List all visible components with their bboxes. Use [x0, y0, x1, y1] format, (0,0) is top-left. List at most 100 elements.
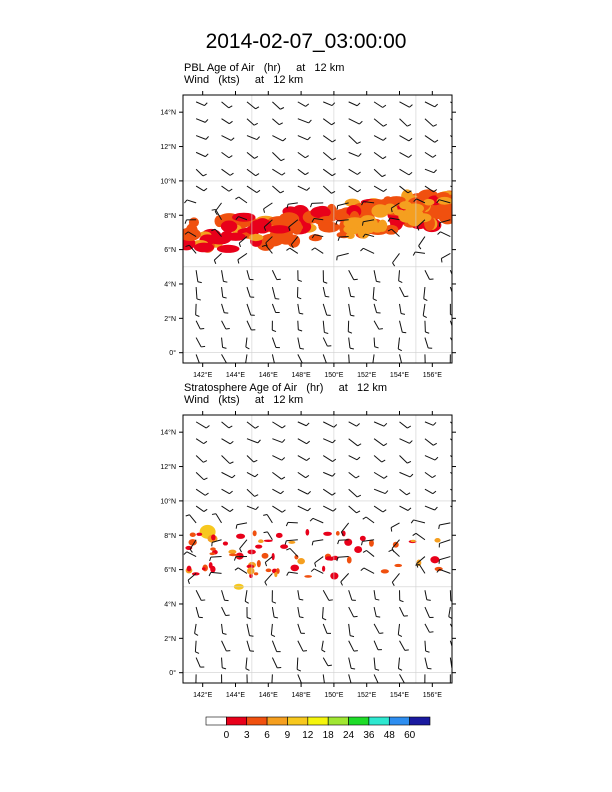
age-of-air-shading	[185, 524, 443, 590]
wind-barb	[348, 606, 358, 618]
wind-barb	[415, 563, 426, 574]
wind-barb	[438, 522, 451, 530]
shaded-cell	[290, 564, 300, 572]
wind-barb	[348, 303, 355, 317]
wind-barb	[195, 657, 205, 668]
wind-barb	[373, 151, 387, 160]
wind-barb	[360, 567, 375, 574]
wind-barb	[290, 236, 299, 249]
lat-tick-label: 14°N	[160, 429, 176, 437]
wind-barb	[314, 556, 324, 567]
shaded-cell	[330, 572, 339, 580]
shaded-cell	[304, 575, 312, 578]
wind-barb	[270, 623, 276, 638]
wind-barb	[424, 471, 436, 479]
wind-barb	[183, 551, 197, 558]
wind-barb	[321, 640, 326, 653]
wind-barb	[437, 231, 451, 238]
shaded-cell	[399, 201, 412, 210]
shaded-cell	[322, 565, 326, 572]
wind-barb	[397, 337, 403, 352]
wind-barb	[347, 320, 353, 334]
wind-barb	[221, 320, 230, 330]
wind-barb	[399, 606, 408, 617]
wind-barb	[263, 202, 273, 213]
wind-barb	[214, 202, 222, 216]
wind-barb	[297, 337, 305, 350]
wind-barb	[373, 303, 381, 314]
wind-barb	[246, 185, 261, 194]
shaded-cell	[371, 204, 389, 218]
wind-barb	[373, 623, 384, 634]
wind-barb	[373, 606, 381, 618]
lon-tick-label: 148°E	[292, 691, 311, 699]
wind-barb	[449, 623, 452, 629]
wind-barb	[361, 219, 375, 226]
wind-barb	[195, 472, 208, 481]
colorbar-label: 9	[285, 730, 291, 741]
wind-barb	[399, 303, 406, 315]
wind-barb	[272, 471, 286, 480]
wind-barb	[348, 471, 360, 479]
wind-barb	[390, 522, 400, 532]
wind-barb	[271, 270, 281, 281]
shaded-cell	[183, 227, 201, 241]
wind-barb	[424, 455, 439, 461]
wind-barb	[185, 244, 197, 254]
wind-barb	[424, 505, 438, 511]
colorbar-swatch	[287, 716, 309, 726]
wind-barb	[424, 135, 439, 143]
wind-barb	[399, 101, 413, 108]
wind-barb	[184, 219, 197, 224]
wind-barb	[297, 488, 311, 495]
shaded-cell	[209, 552, 216, 556]
wind-barb	[322, 135, 336, 143]
wind-barb	[322, 286, 330, 298]
wind-barb	[399, 185, 412, 194]
wind-barb	[449, 286, 452, 294]
wind-barb	[399, 118, 412, 127]
wind-barb	[373, 135, 387, 141]
colorbar-swatch	[348, 716, 370, 726]
wind-barb	[416, 219, 426, 231]
wind-barb	[263, 219, 273, 231]
shaded-cell	[265, 568, 272, 573]
wind-barb	[244, 590, 249, 604]
wind-barb	[271, 337, 280, 349]
shaded-cell	[208, 562, 213, 569]
shaded-cell	[278, 232, 295, 245]
wind-barb	[272, 168, 286, 176]
wind-barb	[221, 354, 231, 363]
shaded-cell	[258, 539, 264, 544]
wind-barb	[271, 606, 279, 619]
wind-barb	[323, 438, 336, 444]
wind-barb	[297, 303, 304, 315]
wind-barb	[449, 640, 452, 648]
wind-barb	[221, 640, 231, 652]
wind-barb	[246, 623, 254, 637]
shaded-cell	[253, 572, 259, 576]
colorbar-swatch	[205, 716, 227, 726]
wind-barb	[195, 135, 209, 140]
wind-barb	[195, 320, 205, 330]
shaded-cell	[196, 532, 203, 536]
wind-barb	[221, 438, 234, 445]
wind-barb	[272, 135, 287, 142]
wind-barb	[288, 219, 299, 232]
wind-barb	[246, 640, 254, 652]
wind-barb	[239, 539, 248, 553]
wind-barb	[348, 286, 355, 298]
wind-barb	[412, 251, 426, 256]
wind-barb	[337, 539, 349, 545]
wind-barb	[221, 185, 233, 192]
wind-barb	[297, 421, 310, 427]
wind-barb	[322, 118, 336, 126]
shaded-cell	[222, 541, 229, 546]
panel1-wind-label: Wind (kts) at 12 km	[184, 74, 304, 86]
wind-barb	[296, 657, 302, 672]
wind-barb	[348, 674, 352, 683]
lat-tick-label: 12°N	[160, 143, 176, 151]
lon-tick-label: 150°E	[324, 371, 343, 379]
wind-barb	[440, 252, 451, 263]
wind-barb	[399, 421, 412, 429]
